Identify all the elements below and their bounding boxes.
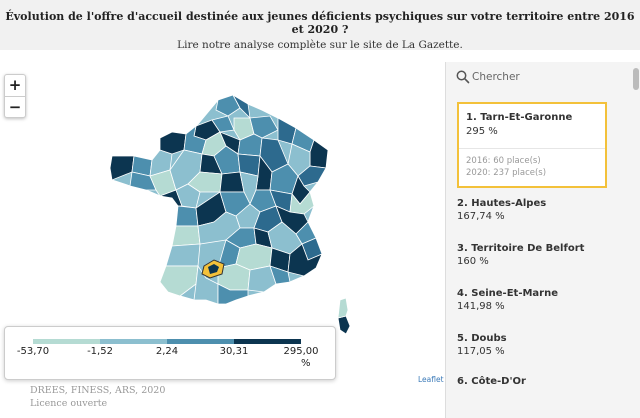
ranking-item[interactable]: 3. Territoire De Belfort 160 % <box>457 243 622 267</box>
department[interactable] <box>277 117 297 145</box>
legend-swatch-2 <box>100 339 167 344</box>
legend-tick-label: 295,00 <box>283 346 319 357</box>
leaflet-attribution-link[interactable]: Leaflet <box>418 375 444 384</box>
department[interactable] <box>287 243 323 277</box>
ranking-item-name: 6. Côte-D'Or <box>457 376 526 387</box>
legend-swatch-1 <box>33 339 100 344</box>
legend-swatch-4 <box>234 339 301 344</box>
source-line: DREES, FINESS, ARS, 2020 <box>30 385 166 396</box>
legend-tick-label: -1,52 <box>87 346 113 357</box>
ranking-item[interactable]: 4. Seine-Et-Marne 141,98 % <box>457 288 622 312</box>
ranking-item-value: 160 % <box>457 256 489 267</box>
legend-tick-label: -53,70 <box>16 346 50 357</box>
search-input[interactable] <box>472 68 622 86</box>
search-bar <box>446 62 631 92</box>
map-legend: -53,70 -1,52 2,24 30,31 295,00 % <box>4 326 336 380</box>
ranking-item-selected[interactable]: 1. Tarn-Et-Garonne 295 % 2016: 60 place(… <box>457 102 607 188</box>
ranking-item-detail-2020: 2020: 237 place(s) <box>466 168 547 178</box>
legend-swatch-3 <box>167 339 234 344</box>
department[interactable] <box>149 149 173 177</box>
item-divider <box>459 148 605 149</box>
ranking-item-detail-2016: 2016: 60 place(s) <box>466 156 541 166</box>
department-haute-corse[interactable] <box>337 297 349 319</box>
department[interactable] <box>171 225 201 247</box>
choropleth-map[interactable] <box>0 62 445 387</box>
data-source: DREES, FINESS, ARS, 2020 Licence ouverte <box>30 384 165 410</box>
zoom-out-button[interactable]: − <box>5 96 25 117</box>
ranking-item-name: 1. Tarn-Et-Garonne <box>466 112 573 123</box>
ranking-item-value: 117,05 % <box>457 346 505 357</box>
department[interactable] <box>247 265 277 293</box>
department[interactable] <box>109 155 135 181</box>
ranking-panel[interactable]: 1. Tarn-Et-Garonne 295 % 2016: 60 place(… <box>445 62 640 418</box>
department[interactable] <box>159 131 187 155</box>
ranking-item-value: 167,74 % <box>457 211 505 222</box>
header: Évolution de l'offre d'accueil destinée … <box>0 0 640 51</box>
zoom-in-button[interactable]: + <box>8 76 22 94</box>
department[interactable] <box>309 139 329 169</box>
legend-unit: % <box>301 358 311 369</box>
panel-scrollbar[interactable] <box>633 68 639 90</box>
ranking-item-name: 2. Hautes-Alpes <box>457 198 547 209</box>
ranking-item[interactable]: 6. Côte-D'Or <box>457 376 622 387</box>
department[interactable] <box>129 171 157 191</box>
department[interactable] <box>217 283 249 305</box>
ranking-item[interactable]: 5. Doubs 117,05 % <box>457 333 622 357</box>
department[interactable] <box>193 264 219 305</box>
ranking-item-value: 295 % <box>466 126 498 137</box>
ranking-item-value: 141,98 % <box>457 301 505 312</box>
zoom-control: + − <box>4 74 26 118</box>
department[interactable] <box>297 165 327 187</box>
legend-tick-label: 2,24 <box>155 346 179 357</box>
legend-color-scale <box>33 339 301 344</box>
department[interactable] <box>215 94 241 117</box>
search-icon <box>456 70 470 84</box>
ranking-item[interactable]: 2. Hautes-Alpes 167,74 % <box>457 198 622 222</box>
license-line: Licence ouverte <box>30 398 108 409</box>
department[interactable] <box>197 211 241 245</box>
department[interactable] <box>175 183 201 209</box>
department-inner-tarn-et-garonne <box>208 264 219 274</box>
page-subtitle[interactable]: Lire notre analyse complète sur le site … <box>177 39 463 51</box>
ranking-item-name: 3. Territoire De Belfort <box>457 243 585 254</box>
department-corse-du-sud[interactable] <box>337 315 351 335</box>
department[interactable] <box>269 265 291 285</box>
department[interactable] <box>175 205 199 227</box>
ranking-item-name: 5. Doubs <box>457 333 507 344</box>
department[interactable] <box>249 115 279 139</box>
ranking-item-name: 4. Seine-Et-Marne <box>457 288 558 299</box>
department-layer[interactable] <box>109 93 351 335</box>
legend-tick-label: 30,31 <box>219 346 249 357</box>
page-title: Évolution de l'offre d'accueil destinée … <box>5 10 635 36</box>
